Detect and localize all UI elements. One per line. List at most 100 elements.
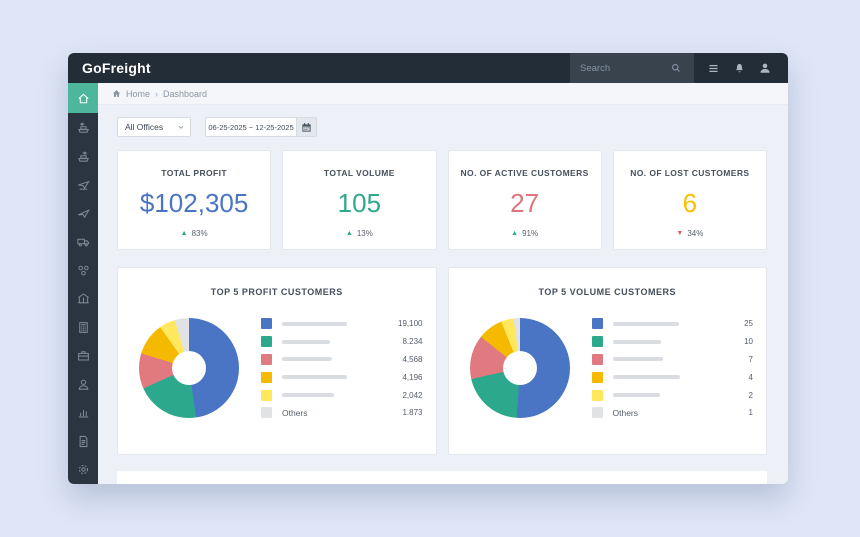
app-window: GoFreight bbox=[68, 53, 788, 484]
legend-value: 1.873 bbox=[402, 408, 423, 418]
date-range-value: 06-25-2025 ~ 12-25-2025 bbox=[208, 122, 294, 132]
legend-swatch bbox=[261, 371, 272, 383]
list-icon[interactable] bbox=[700, 62, 726, 75]
legend-value: 4,568 bbox=[402, 354, 423, 364]
sidebar-item-ship-import[interactable] bbox=[68, 113, 98, 142]
sidebar-item-customers[interactable] bbox=[68, 370, 98, 399]
legend-value: 7 bbox=[748, 354, 753, 364]
search-box[interactable] bbox=[570, 53, 694, 83]
sidebar-item-calculator[interactable] bbox=[68, 313, 98, 342]
user-icon[interactable] bbox=[752, 61, 778, 75]
charts-row: TOP 5 PROFIT CUSTOMERS 19,100 8.234 4,568 4… bbox=[117, 267, 767, 455]
legend-swatch bbox=[591, 318, 603, 330]
legend-name-bar bbox=[282, 393, 334, 398]
sidebar-item-consolidation[interactable] bbox=[68, 256, 98, 285]
stat-trend: ▲ 13% bbox=[346, 229, 373, 238]
sidebar-item-truck[interactable] bbox=[68, 227, 98, 256]
content-footer-strip bbox=[117, 471, 767, 484]
legend-row: Others 1 bbox=[591, 404, 753, 422]
profit-donut-chart[interactable] bbox=[139, 318, 239, 418]
stat-card-total-profit: TOTAL PROFIT $102,305 ▲ 83% bbox=[117, 150, 272, 250]
trend-arrow-icon: ▼ bbox=[676, 230, 684, 237]
sidebar-item-plane-export[interactable] bbox=[68, 199, 98, 228]
legend-name-bar bbox=[282, 375, 347, 380]
date-range-input[interactable]: 06-25-2025 ~ 12-25-2025 bbox=[205, 117, 297, 137]
ship-export-icon bbox=[77, 150, 89, 162]
breadcrumb-home[interactable]: Home bbox=[126, 88, 151, 99]
legend-row: 7 bbox=[591, 351, 753, 369]
bell-icon[interactable] bbox=[726, 62, 752, 75]
filter-row: All Offices 06-25-2025 ~ 12-25-2025 bbox=[117, 117, 767, 137]
legend-row: 4,196 bbox=[261, 368, 423, 386]
legend-swatch bbox=[591, 407, 603, 419]
legend-row: 10 bbox=[591, 333, 753, 351]
stats-row: TOTAL PROFIT $102,305 ▲ 83% TOTAL VOLUME … bbox=[117, 150, 767, 250]
sidebar-item-briefcase[interactable] bbox=[68, 341, 98, 370]
sidebar-item-documents[interactable] bbox=[68, 427, 98, 456]
stat-trend: ▲ 91% bbox=[511, 229, 538, 238]
sidebar-item-reports[interactable] bbox=[68, 399, 98, 428]
chart-title: TOP 5 VOLUME CUSTOMERS bbox=[538, 287, 677, 297]
trend-value: 91% bbox=[522, 229, 539, 238]
calendar-icon bbox=[301, 122, 312, 133]
warehouse-icon bbox=[77, 293, 89, 304]
stat-trend: ▲ 83% bbox=[181, 229, 208, 238]
legend-value: 2 bbox=[748, 390, 753, 400]
legend-row: 2,042 bbox=[261, 386, 423, 404]
breadcrumb-separator: › bbox=[155, 88, 159, 99]
legend-name-bar bbox=[612, 375, 680, 380]
stat-trend: ▼ 34% bbox=[676, 229, 703, 238]
breadcrumb: Home › Dashboard bbox=[98, 83, 788, 105]
legend-value: 4 bbox=[748, 372, 753, 382]
stat-title: TOTAL VOLUME bbox=[323, 168, 395, 178]
ship-import-icon bbox=[77, 122, 89, 133]
legend-name-bar bbox=[282, 339, 330, 344]
search-input[interactable] bbox=[580, 62, 670, 74]
reports-icon bbox=[78, 410, 88, 418]
office-select-value: All Offices bbox=[125, 122, 164, 132]
stat-value: 6 bbox=[682, 188, 698, 218]
legend-swatch bbox=[261, 336, 272, 348]
legend-label: Others bbox=[282, 407, 308, 418]
calendar-button[interactable] bbox=[297, 117, 317, 137]
sidebar-item-home[interactable] bbox=[68, 83, 98, 114]
legend-swatch bbox=[261, 389, 272, 401]
stat-value: $102,305 bbox=[139, 188, 249, 218]
sidebar-item-plane-import[interactable] bbox=[68, 170, 98, 199]
sidebar-item-warehouse[interactable] bbox=[68, 284, 98, 313]
briefcase-icon bbox=[77, 351, 89, 361]
plane-import-icon bbox=[77, 180, 90, 190]
breadcrumb-home-icon bbox=[112, 89, 121, 98]
trend-value: 34% bbox=[687, 229, 704, 238]
legend-row: 8.234 bbox=[261, 333, 423, 351]
volume-donut-chart[interactable] bbox=[469, 318, 570, 418]
legend-swatch bbox=[591, 353, 603, 365]
chevron-down-icon bbox=[177, 123, 185, 131]
chart-card-top-volume-customers: TOP 5 VOLUME CUSTOMERS 25 10 7 4 2 Others 1 bbox=[447, 267, 767, 455]
legend-row: 19,100 bbox=[261, 315, 423, 333]
consolidation-icon bbox=[77, 265, 89, 276]
legend-value: 25 bbox=[744, 319, 753, 329]
office-select[interactable]: All Offices bbox=[117, 117, 191, 137]
stat-card-lost-customers: NO. OF LOST CUSTOMERS 6 ▼ 34% bbox=[612, 150, 767, 250]
legend-value: 10 bbox=[744, 337, 753, 347]
brand-logo: GoFreight bbox=[82, 60, 151, 76]
chart-title: TOP 5 PROFIT CUSTOMERS bbox=[210, 287, 343, 297]
legend-name-bar bbox=[612, 357, 663, 362]
legend-name-bar bbox=[612, 339, 661, 344]
search-icon[interactable] bbox=[670, 62, 682, 74]
legend-name-bar bbox=[282, 321, 347, 326]
stat-title: NO. OF LOST CUSTOMERS bbox=[630, 168, 750, 178]
trend-value: 13% bbox=[356, 229, 373, 238]
legend-row: 4,568 bbox=[261, 351, 423, 369]
legend-swatch bbox=[591, 389, 603, 401]
sidebar-item-ship-export[interactable] bbox=[68, 142, 98, 171]
sidebar bbox=[68, 83, 98, 484]
topbar: GoFreight bbox=[68, 53, 788, 83]
legend-swatch bbox=[261, 407, 272, 419]
home-icon bbox=[77, 93, 89, 103]
customers-icon bbox=[78, 379, 88, 390]
sidebar-item-settings[interactable] bbox=[68, 456, 98, 484]
legend-row: 2 bbox=[591, 386, 753, 404]
profit-chart-legend: 19,100 8.234 4,568 4,196 2,042 Others 1.873 bbox=[261, 315, 423, 422]
